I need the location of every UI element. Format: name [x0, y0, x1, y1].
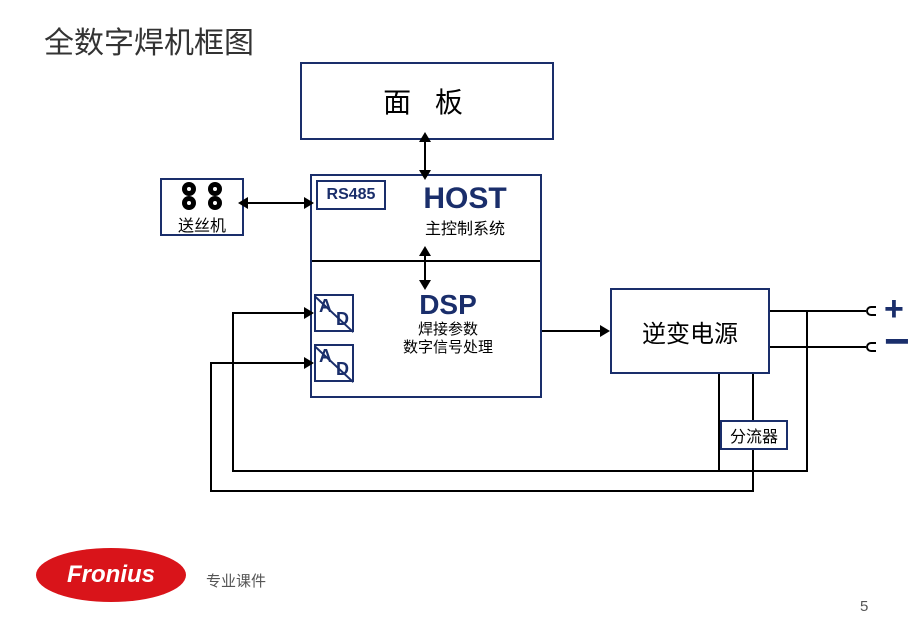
ad-converter-1: A D — [314, 294, 354, 332]
conn-shunt-out — [752, 450, 754, 470]
conn-out-plus — [770, 310, 866, 312]
wire-feeder-box: 送丝机 — [160, 178, 244, 236]
arrow-up-icon — [419, 246, 431, 256]
feedback-2 — [752, 468, 754, 492]
feedback-1 — [232, 312, 234, 472]
feedback-2 — [210, 362, 212, 492]
logo-text: Fronius — [67, 561, 155, 589]
page-title: 全数字焊机框图 — [44, 18, 254, 62]
page-number: 5 — [860, 598, 868, 615]
feedback-1 — [806, 310, 808, 470]
conn-panel-host — [424, 140, 426, 174]
feedback-2 — [210, 490, 754, 492]
fronius-logo: Fronius — [36, 548, 186, 602]
terminal-plus-icon — [866, 306, 876, 316]
logo-ellipse-icon: Fronius — [36, 548, 186, 602]
host-subtitle: 主控制系统 — [400, 215, 530, 239]
terminal-minus-icon — [866, 342, 876, 352]
divider — [312, 260, 540, 262]
dsp-title: DSP — [368, 290, 528, 321]
feeder-rollers-icon — [182, 196, 222, 210]
dsp-block: DSP 焊接参数 数字信号处理 — [368, 290, 528, 357]
arrow-down-icon — [419, 170, 431, 180]
footer-note: 专业课件 — [206, 570, 266, 591]
conn-dsp-inverter — [542, 330, 602, 332]
feeder-rollers-icon — [182, 182, 222, 196]
inverter-label: 逆变电源 — [642, 314, 738, 349]
shunt-label: 分流器 — [730, 423, 778, 447]
panel-label: 面 板 — [383, 81, 471, 121]
conn-out-minus — [770, 346, 866, 348]
title-text: 全数字焊机框图 — [44, 27, 254, 60]
shunt-box: 分流器 — [720, 420, 788, 450]
conn-inv-feedback — [718, 374, 720, 470]
arrow-right-icon — [304, 357, 314, 369]
ad-converter-2: A D — [314, 344, 354, 382]
rs485-label: RS485 — [327, 186, 376, 204]
arrow-right-icon — [304, 307, 314, 319]
arrow-down-icon — [419, 280, 431, 290]
feeder-label: 送丝机 — [178, 212, 226, 236]
feedback-2 — [210, 362, 310, 364]
arrow-right-icon — [600, 325, 610, 337]
feedback-1 — [232, 470, 808, 472]
arrow-right-icon — [304, 197, 314, 209]
conn-feeder-rs485 — [244, 202, 310, 204]
feedback-1 — [232, 312, 310, 314]
rs485-box: RS485 — [316, 180, 386, 210]
host-title: HOST — [400, 182, 530, 215]
host-block: HOST 主控制系统 — [400, 182, 530, 239]
inverter-box: 逆变电源 — [610, 288, 770, 374]
output-minus-icon: − — [884, 320, 910, 364]
dsp-line1: 焊接参数 — [368, 321, 528, 339]
dsp-line2: 数字信号处理 — [368, 339, 528, 357]
arrow-up-icon — [419, 132, 431, 142]
arrow-left-icon — [238, 197, 248, 209]
panel-box: 面 板 — [300, 62, 554, 140]
conn-shunt-tap — [752, 374, 754, 420]
